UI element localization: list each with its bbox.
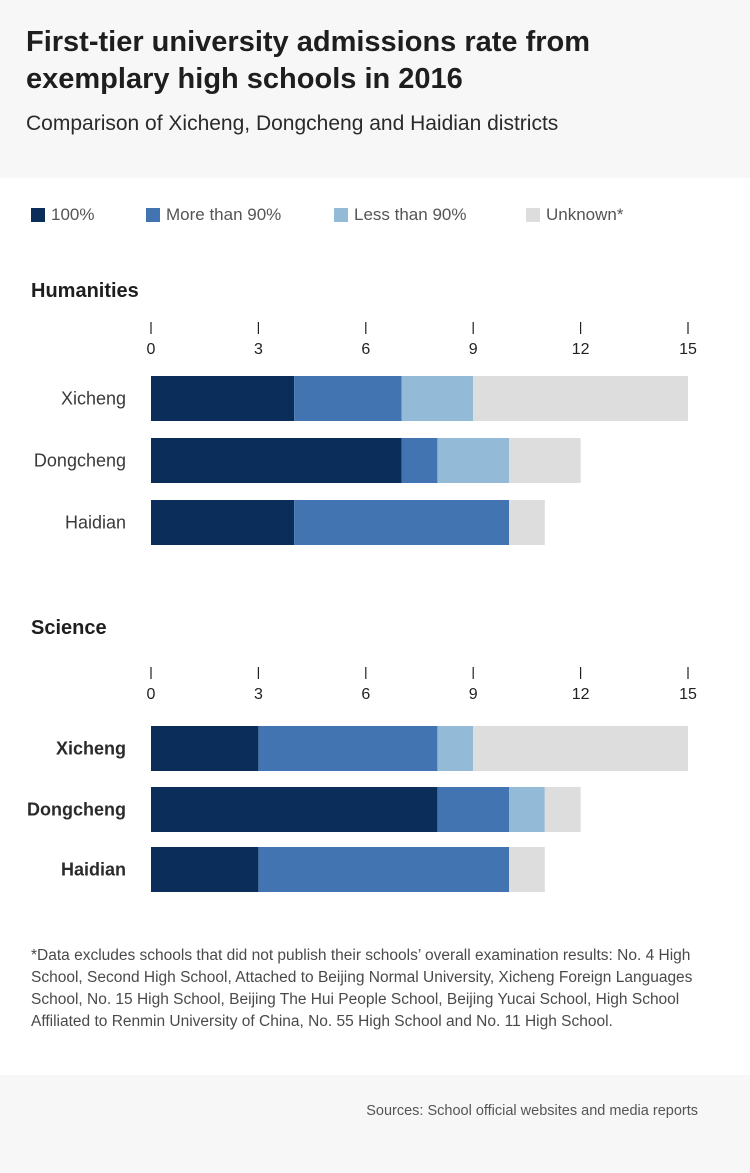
science-category-label-haidian: Haidian bbox=[61, 860, 126, 880]
humanities-tick-label-3: 3 bbox=[254, 341, 263, 358]
humanities-bar-xicheng-100 bbox=[151, 376, 295, 421]
humanities-bar-haidian-100 bbox=[151, 500, 295, 545]
footnote: *Data excludes schools that did not publ… bbox=[31, 947, 693, 1030]
science-category-label-dongcheng: Dongcheng bbox=[27, 800, 126, 820]
science-chart: 0 3 6 9 12 15 Xicheng Dongcheng Haidian bbox=[27, 667, 697, 892]
science-tick-label-6: 6 bbox=[361, 686, 370, 703]
humanities-bar-xicheng-more-than-90 bbox=[294, 376, 402, 421]
legend-swatch-unknown bbox=[526, 208, 540, 222]
humanities-tick-label-6: 6 bbox=[361, 341, 370, 358]
humanities-tick-label-12: 12 bbox=[572, 341, 590, 358]
humanities-bar-haidian-unknown bbox=[509, 500, 545, 545]
humanities-bar-haidian-more-than-90 bbox=[294, 500, 509, 545]
science-panel-title: Science bbox=[31, 617, 107, 639]
header-band bbox=[0, 0, 750, 178]
humanities-tick-label-0: 0 bbox=[147, 341, 156, 358]
humanities-category-label-haidian: Haidian bbox=[65, 513, 126, 533]
science-bar-dongcheng-more-than-90 bbox=[437, 787, 509, 832]
humanities-tick-label-15: 15 bbox=[679, 341, 697, 358]
science-category-label-xicheng: Xicheng bbox=[56, 739, 126, 759]
legend-label-less-than-90: Less than 90% bbox=[354, 205, 467, 224]
legend-swatch-more-than-90 bbox=[146, 208, 160, 222]
humanities-bar-dongcheng-unknown bbox=[509, 438, 581, 483]
chart-subtitle: Comparison of Xicheng, Dongcheng and Hai… bbox=[26, 112, 559, 135]
footer-band bbox=[0, 1075, 750, 1173]
science-tick-label-9: 9 bbox=[469, 686, 478, 703]
humanities-tick-label-9: 9 bbox=[469, 341, 478, 358]
humanities-bar-dongcheng-100 bbox=[151, 438, 402, 483]
science-tick-label-12: 12 bbox=[572, 686, 590, 703]
science-bar-xicheng-100 bbox=[151, 726, 259, 771]
humanities-bar-xicheng-unknown bbox=[473, 376, 688, 421]
science-bar-xicheng-less-than-90 bbox=[437, 726, 474, 771]
science-tick-label-0: 0 bbox=[147, 686, 156, 703]
science-bar-xicheng-unknown bbox=[473, 726, 688, 771]
humanities-category-label-dongcheng: Dongcheng bbox=[34, 451, 126, 471]
sources-note: Sources: School official websites and me… bbox=[366, 1103, 698, 1119]
humanities-panel-title: Humanities bbox=[31, 280, 139, 302]
science-bar-dongcheng-100 bbox=[151, 787, 438, 832]
humanities-bar-dongcheng-more-than-90 bbox=[401, 438, 438, 483]
humanities-bar-dongcheng-less-than-90 bbox=[437, 438, 509, 483]
science-tick-label-15: 15 bbox=[679, 686, 697, 703]
science-bar-haidian-unknown bbox=[509, 847, 545, 892]
science-tick-label-3: 3 bbox=[254, 686, 263, 703]
humanities-category-label-xicheng: Xicheng bbox=[61, 389, 126, 409]
science-bar-haidian-more-than-90 bbox=[258, 847, 509, 892]
chart-title: First-tier university admissions rate fr… bbox=[26, 26, 591, 95]
humanities-bar-xicheng-less-than-90 bbox=[401, 376, 474, 421]
science-bar-haidian-100 bbox=[151, 847, 259, 892]
legend-label-unknown: Unknown* bbox=[546, 205, 624, 224]
humanities-chart: 0 3 6 9 12 15 Xicheng Dongcheng Haidian bbox=[34, 322, 697, 545]
science-bar-dongcheng-unknown bbox=[544, 787, 581, 832]
legend-swatch-100 bbox=[31, 208, 45, 222]
legend: 100% More than 90% Less than 90% Unknown… bbox=[0, 204, 750, 228]
legend-swatch-less-than-90 bbox=[334, 208, 348, 222]
science-bar-dongcheng-less-than-90 bbox=[509, 787, 545, 832]
science-bar-xicheng-more-than-90 bbox=[258, 726, 438, 771]
legend-label-more-than-90: More than 90% bbox=[166, 205, 282, 224]
legend-label-100: 100% bbox=[51, 205, 95, 224]
